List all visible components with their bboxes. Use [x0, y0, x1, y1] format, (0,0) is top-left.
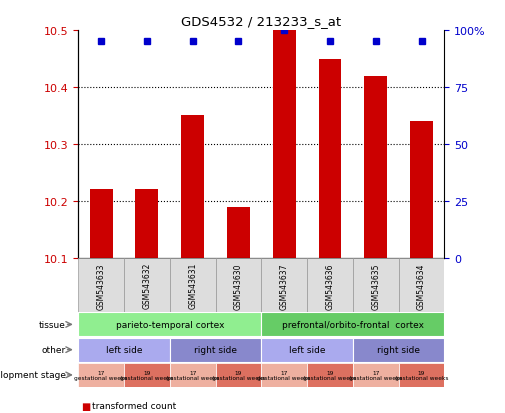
Bar — [181, 116, 204, 258]
Bar — [364, 76, 387, 258]
Bar — [273, 31, 295, 258]
Text: GSM543632: GSM543632 — [142, 262, 152, 309]
Bar — [78, 258, 124, 312]
Text: GSM543637: GSM543637 — [280, 262, 289, 309]
Text: 17
gestational weeks: 17 gestational weeks — [166, 370, 220, 380]
Bar — [170, 258, 216, 312]
Bar — [262, 363, 307, 387]
Bar — [78, 313, 262, 337]
Text: 17
gestational weeks: 17 gestational weeks — [74, 370, 128, 380]
Bar — [78, 338, 170, 362]
Text: 19
gestational weeks: 19 gestational weeks — [212, 370, 265, 380]
Text: right side: right side — [377, 345, 420, 354]
Bar — [353, 338, 444, 362]
Text: 19
gestational weeks: 19 gestational weeks — [395, 370, 448, 380]
Bar — [227, 207, 250, 258]
Bar — [410, 122, 433, 258]
Bar — [398, 258, 444, 312]
Text: 19
gestational weeks: 19 gestational weeks — [120, 370, 174, 380]
Bar — [216, 363, 262, 387]
Bar — [353, 258, 398, 312]
Text: prefrontal/orbito-frontal  cortex: prefrontal/orbito-frontal cortex — [282, 320, 424, 329]
Text: left side: left side — [289, 345, 325, 354]
Text: 17
gestational weeks: 17 gestational weeks — [349, 370, 402, 380]
Text: transformed count: transformed count — [92, 401, 177, 410]
Bar — [135, 190, 159, 258]
Bar — [262, 338, 353, 362]
Bar — [307, 258, 353, 312]
Text: tissue: tissue — [39, 320, 66, 329]
Text: GSM543636: GSM543636 — [326, 262, 334, 309]
Bar — [170, 338, 262, 362]
Bar — [307, 363, 353, 387]
Text: ■: ■ — [81, 401, 90, 411]
Text: left side: left side — [106, 345, 142, 354]
Bar — [78, 363, 124, 387]
Bar — [124, 363, 170, 387]
Bar — [262, 258, 307, 312]
Text: right side: right side — [194, 345, 237, 354]
Text: GSM543635: GSM543635 — [371, 262, 380, 309]
Bar — [90, 190, 113, 258]
Text: development stage: development stage — [0, 370, 66, 380]
Title: GDS4532 / 213233_s_at: GDS4532 / 213233_s_at — [181, 15, 341, 28]
Bar — [353, 363, 398, 387]
Bar — [319, 59, 341, 258]
Text: GSM543631: GSM543631 — [188, 262, 197, 309]
Text: GSM543634: GSM543634 — [417, 262, 426, 309]
Bar — [124, 258, 170, 312]
Text: other: other — [41, 345, 66, 354]
Text: GSM543630: GSM543630 — [234, 262, 243, 309]
Bar — [216, 258, 262, 312]
Text: 17
gestational weeks: 17 gestational weeks — [258, 370, 311, 380]
Text: 19
gestational weeks: 19 gestational weeks — [303, 370, 357, 380]
Bar — [398, 363, 444, 387]
Bar — [262, 313, 444, 337]
Bar — [170, 363, 216, 387]
Text: GSM543633: GSM543633 — [96, 262, 106, 309]
Text: parieto-temporal cortex: parieto-temporal cortex — [116, 320, 224, 329]
